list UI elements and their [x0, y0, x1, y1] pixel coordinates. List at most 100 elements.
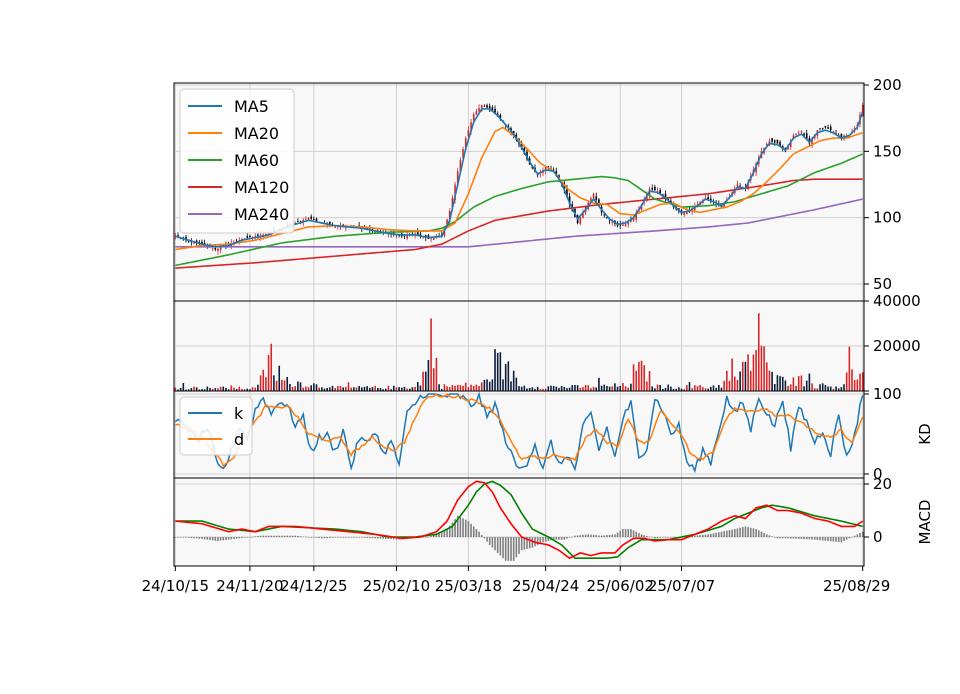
candle-body — [824, 125, 827, 128]
volume-bar — [227, 389, 230, 391]
macd-histogram-bar — [747, 527, 749, 537]
macd-histogram-bar — [331, 537, 334, 538]
volume-bar — [840, 387, 843, 391]
macd-histogram-bar — [507, 537, 510, 561]
candle-body — [329, 221, 331, 225]
macd-histogram-bar — [203, 537, 206, 540]
candle-body — [736, 184, 739, 187]
volume-bar — [640, 360, 643, 391]
volume-bar — [411, 387, 414, 391]
volume-bar — [275, 380, 278, 391]
volume-bar — [792, 377, 795, 391]
candle-body — [592, 193, 595, 200]
macd-histogram-bar — [811, 537, 813, 540]
macd-histogram-bar — [763, 533, 765, 537]
volume-bar — [829, 386, 832, 391]
macd-histogram-bar — [563, 537, 566, 540]
legend-label-k: k — [234, 404, 244, 423]
macd-histogram-bar — [771, 536, 773, 537]
macd-histogram-bar — [616, 532, 619, 537]
volume-bar — [587, 385, 590, 391]
macd-histogram-bar — [800, 537, 803, 539]
volume-bar — [459, 385, 462, 391]
candle-body — [334, 225, 336, 228]
legend-label-ma20: MA20 — [234, 124, 279, 143]
candle-body — [662, 194, 664, 196]
xtick-label-1: 24/11/20 — [216, 577, 283, 595]
macd-histogram-bar — [832, 537, 835, 542]
macd-histogram-bar — [496, 537, 499, 553]
macd-histogram-bar — [483, 537, 486, 539]
price-legend-box — [179, 88, 295, 234]
macd-histogram-bar — [310, 537, 312, 538]
macd-histogram-bar — [848, 537, 851, 539]
candle-body — [635, 213, 638, 220]
volume-bar — [305, 386, 307, 391]
volume-bar — [819, 384, 821, 391]
volume-bar — [371, 387, 374, 391]
volume-bar — [403, 387, 406, 391]
volume-bar — [238, 386, 241, 391]
volume-bar — [635, 370, 638, 391]
volume-bar — [467, 387, 470, 391]
volume-bar — [683, 389, 685, 391]
macd-histogram-bar — [467, 521, 470, 537]
volume-bar — [374, 385, 376, 391]
macd-histogram-bar — [230, 537, 233, 540]
macd-histogram-bar — [265, 535, 267, 537]
volume-bar — [499, 352, 502, 391]
macd-histogram-bar — [291, 535, 294, 537]
macd-histogram-bar — [579, 535, 582, 537]
macd-histogram-bar — [454, 519, 456, 537]
macd-histogram-bar — [299, 536, 302, 537]
candle-body — [773, 140, 776, 143]
volume-bar — [179, 387, 182, 391]
macd-histogram-bar — [459, 517, 462, 537]
volume-bar — [475, 384, 478, 391]
macd-histogram-bar — [718, 532, 720, 537]
candle-body — [803, 133, 805, 136]
candle-body — [217, 248, 219, 251]
macd-histogram-bar — [358, 537, 360, 538]
volume-bar — [491, 379, 494, 391]
volume-bar — [813, 388, 816, 391]
macd-histogram-bar — [648, 536, 651, 538]
macd-histogram-bar — [323, 537, 326, 539]
macd-histogram-bar — [222, 537, 225, 541]
macd-histogram-bar — [227, 537, 230, 540]
macd-histogram-bar — [313, 537, 315, 538]
legend-label-ma120: MA120 — [234, 178, 289, 197]
volume-bar — [648, 371, 651, 391]
volume-bar — [528, 387, 531, 391]
volume-bar — [787, 385, 789, 391]
volume-bar — [590, 388, 592, 391]
macd-histogram-bar — [851, 537, 853, 538]
macd-histogram-bar — [536, 537, 539, 545]
volume-bar — [185, 389, 187, 391]
kd-ylabel: KD — [916, 423, 934, 444]
volume-bar — [651, 386, 654, 391]
macd-histogram-bar — [329, 537, 331, 538]
macd-histogram-bar — [387, 537, 390, 539]
volume-bar — [443, 384, 446, 391]
volume-bar — [361, 387, 363, 391]
macd-histogram-bar — [662, 537, 664, 538]
candle-body — [563, 182, 566, 191]
legend-label-d: d — [234, 430, 244, 449]
candle-body — [470, 122, 472, 132]
macd-histogram-bar — [422, 537, 424, 538]
macd-histogram-bar — [739, 527, 741, 537]
candle-body — [829, 126, 832, 131]
line-d — [175, 393, 864, 468]
volume-bar — [638, 361, 640, 391]
volume-bar — [749, 370, 752, 391]
candle-body — [464, 138, 467, 151]
volume-bar — [257, 384, 259, 391]
volume-bar — [600, 385, 603, 391]
macd-histogram-bar — [784, 537, 787, 539]
macd-histogram-bar — [315, 537, 318, 538]
volume-bar — [424, 371, 427, 391]
volume-bar — [566, 388, 568, 391]
macd-histogram-bar — [760, 531, 763, 537]
macd-histogram-bar — [792, 537, 795, 539]
